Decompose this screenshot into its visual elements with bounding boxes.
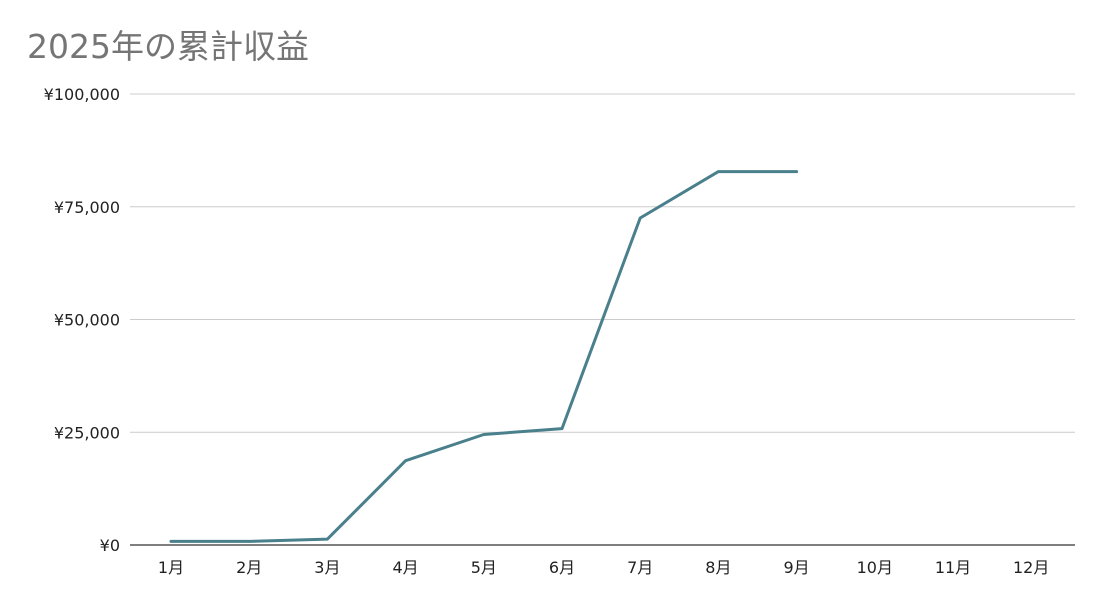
y-tick-label: ¥25,000 <box>54 423 120 442</box>
x-tick-label: 6月 <box>549 558 575 577</box>
gridlines <box>130 93 1075 433</box>
x-tick-label: 3月 <box>314 558 340 577</box>
x-tick-label: 9月 <box>784 558 810 577</box>
x-tick-label: 1月 <box>158 558 184 577</box>
y-tick-label: ¥100,000 <box>44 85 120 104</box>
x-tick-label: 11月 <box>935 558 971 577</box>
y-axis-tick-labels: ¥0 ¥25,000 ¥50,000 ¥75,000 ¥100,000 <box>44 85 120 555</box>
series-line <box>169 170 799 543</box>
x-tick-label: 5月 <box>471 558 497 577</box>
x-tick-label: 2月 <box>236 558 262 577</box>
x-axis-tick-labels: 1月 2月 3月 4月 5月 6月 7月 8月 9月 10月 11月 12月 <box>158 558 1049 577</box>
x-tick-label: 10月 <box>857 558 893 577</box>
y-tick-label: ¥75,000 <box>54 198 120 217</box>
series-layer <box>169 170 799 543</box>
y-tick-label: ¥50,000 <box>54 311 120 330</box>
chart-title: 2025年の累計収益 <box>27 27 309 66</box>
y-tick-label: ¥0 <box>100 536 120 555</box>
x-tick-label: 7月 <box>627 558 653 577</box>
x-tick-label: 4月 <box>393 558 419 577</box>
x-tick-label: 12月 <box>1013 558 1049 577</box>
x-tick-label: 8月 <box>705 558 731 577</box>
